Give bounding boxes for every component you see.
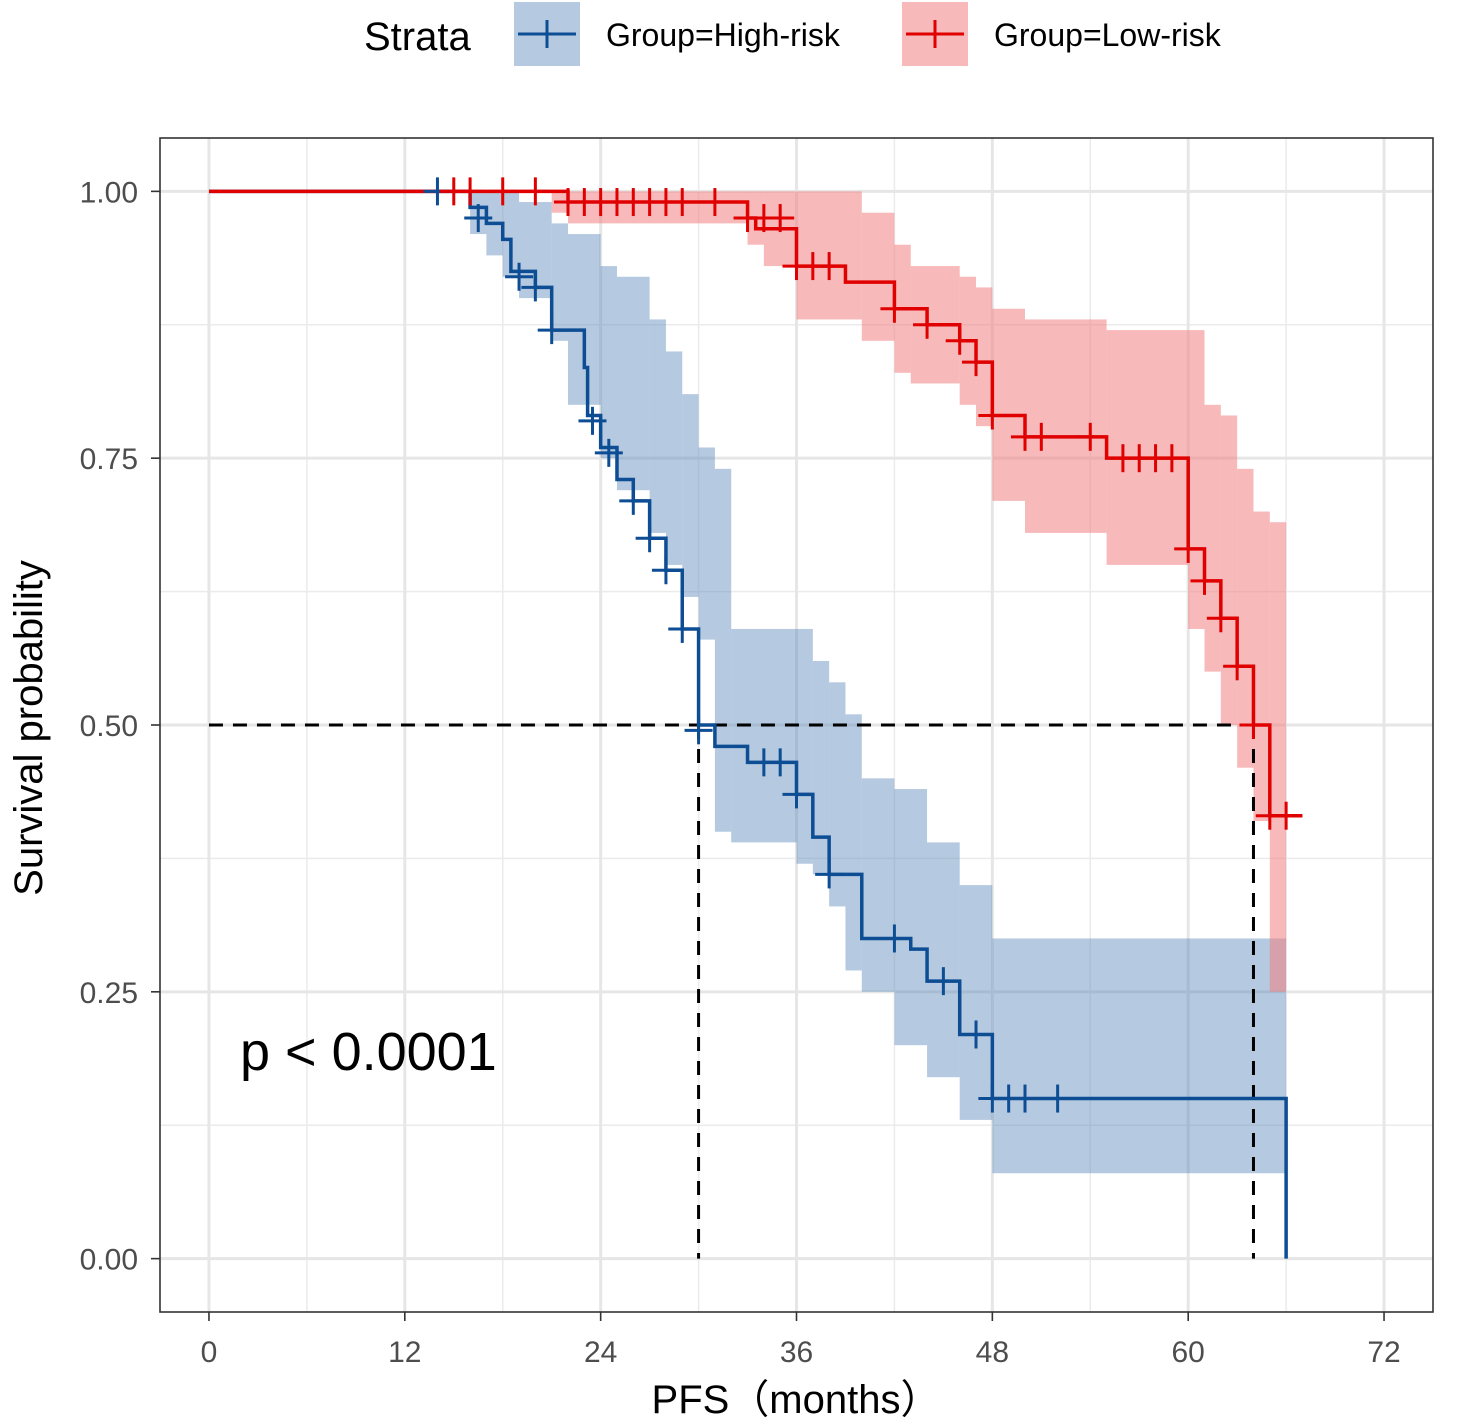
censor-mark-low-risk xyxy=(1157,444,1186,473)
censor-mark-low-risk xyxy=(766,204,795,233)
confidence-band-low-risk xyxy=(1237,468,1254,768)
confidence-band-high-risk xyxy=(649,319,666,533)
confidence-band-low-risk xyxy=(1253,511,1270,822)
censor-mark-high-risk xyxy=(651,556,680,585)
confidence-band-high-risk xyxy=(502,191,520,277)
confidence-band-high-risk xyxy=(894,789,928,1046)
confidence-band-low-risk xyxy=(992,308,1025,501)
legend-label-high-risk: Group=High-risk xyxy=(606,17,841,53)
censor-mark-low-risk xyxy=(1027,422,1056,451)
censor-mark-low-risk xyxy=(521,177,550,206)
censor-mark-high-risk xyxy=(1043,1084,1072,1113)
censor-mark-low-risk xyxy=(880,294,909,323)
censor-mark-low-risk xyxy=(962,348,991,377)
confidence-band-low-risk xyxy=(1106,330,1189,565)
confidence-band-high-risk xyxy=(812,660,830,875)
confidence-bands xyxy=(470,191,1287,1174)
censor-mark-high-risk xyxy=(594,438,623,467)
censor-mark-high-risk xyxy=(782,780,811,809)
censor-mark-high-risk xyxy=(464,204,493,233)
confidence-band-high-risk xyxy=(959,885,993,1120)
x-tick-label: 48 xyxy=(976,1336,1009,1369)
confidence-band-high-risk xyxy=(616,276,650,491)
legend-label-low-risk: Group=Low-risk xyxy=(994,17,1222,53)
confidence-band-high-risk xyxy=(551,223,569,341)
confidence-band-low-risk xyxy=(976,287,993,427)
censor-mark-high-risk xyxy=(521,273,550,302)
x-tick-label: 36 xyxy=(780,1336,813,1369)
median-lines xyxy=(208,723,1255,1259)
censor-mark-high-risk xyxy=(684,716,713,745)
x-tick-label: 12 xyxy=(388,1336,421,1369)
confidence-band-low-risk xyxy=(1269,522,1287,992)
censor-mark-high-risk xyxy=(815,860,844,889)
censor-marks xyxy=(423,177,1301,1113)
y-tick-label: 1.00 xyxy=(80,176,138,209)
x-tick-label: 0 xyxy=(201,1336,218,1369)
y-tick-label: 0.75 xyxy=(80,443,138,476)
x-axis-title: PFS（months） xyxy=(652,1378,941,1422)
x-tick-label: 24 xyxy=(584,1336,617,1369)
censor-mark-high-risk xyxy=(668,614,697,643)
censor-mark-high-risk xyxy=(505,262,534,291)
censor-mark-low-risk xyxy=(1190,566,1219,595)
censor-mark-low-risk xyxy=(1272,801,1301,830)
censor-mark-low-risk xyxy=(668,188,697,217)
censor-mark-high-risk xyxy=(578,406,607,435)
censor-mark-high-risk xyxy=(766,748,795,777)
censor-mark-high-risk xyxy=(929,967,958,996)
confidence-band-high-risk xyxy=(796,628,813,864)
p-value-annotation: p < 0.0001 xyxy=(240,1022,497,1082)
confidence-band-low-risk xyxy=(568,191,748,224)
censor-mark-low-risk xyxy=(1174,534,1203,563)
censor-mark-low-risk xyxy=(1223,652,1252,681)
confidence-band-high-risk xyxy=(861,778,895,992)
confidence-band-high-risk xyxy=(829,682,846,907)
confidence-band-low-risk xyxy=(1188,330,1205,629)
censor-mark-high-risk xyxy=(619,486,648,515)
confidence-band-high-risk xyxy=(600,266,617,459)
censor-mark-low-risk xyxy=(700,188,729,217)
confidence-band-high-risk xyxy=(698,447,715,640)
censor-mark-low-risk xyxy=(815,252,844,281)
y-tick-label: 0.50 xyxy=(80,710,138,743)
survival-curve-high-risk xyxy=(208,189,1288,1259)
confidence-band-high-risk xyxy=(731,628,797,843)
censor-mark-low-risk xyxy=(913,310,942,339)
confidence-band-low-risk xyxy=(861,212,895,341)
confidence-band-high-risk xyxy=(992,938,1287,1174)
confidence-band-high-risk xyxy=(845,714,862,971)
confidence-band-low-risk xyxy=(1220,415,1238,725)
y-tick-label: 0.00 xyxy=(80,1244,138,1277)
confidence-band-high-risk xyxy=(714,468,732,832)
censor-mark-low-risk xyxy=(1239,711,1268,739)
censor-mark-high-risk xyxy=(1010,1084,1039,1113)
censor-mark-low-risk xyxy=(1206,604,1235,633)
censor-mark-high-risk xyxy=(962,1020,991,1049)
confidence-band-low-risk xyxy=(1204,404,1221,672)
censor-mark-low-risk xyxy=(945,326,974,355)
censor-mark-low-risk xyxy=(456,177,485,206)
x-axis-ticks: 0 12 24 36 48 60 72 xyxy=(201,1312,1401,1369)
legend: Strata Group=High-risk Group=Low-risk xyxy=(364,2,1222,66)
censor-mark-high-risk xyxy=(880,924,909,953)
x-tick-label: 60 xyxy=(1172,1336,1205,1369)
confidence-band-high-risk xyxy=(927,842,960,1078)
y-axis-ticks: 0.00 0.25 0.50 0.75 1.00 xyxy=(80,176,160,1277)
confidence-band-high-risk xyxy=(665,351,683,565)
censor-mark-high-risk xyxy=(635,524,664,553)
x-tick-label: 72 xyxy=(1367,1336,1400,1369)
censor-mark-high-risk xyxy=(537,316,566,345)
y-tick-label: 0.25 xyxy=(80,977,138,1010)
censor-mark-low-risk xyxy=(488,177,517,206)
confidence-band-high-risk xyxy=(682,394,699,597)
censor-mark-low-risk xyxy=(978,401,1007,430)
confidence-band-low-risk xyxy=(1024,319,1107,533)
censor-mark-low-risk xyxy=(1076,422,1105,451)
y-axis-title: Survival probability xyxy=(7,560,51,896)
legend-title: Strata xyxy=(364,15,471,59)
confidence-band-high-risk xyxy=(568,234,601,405)
